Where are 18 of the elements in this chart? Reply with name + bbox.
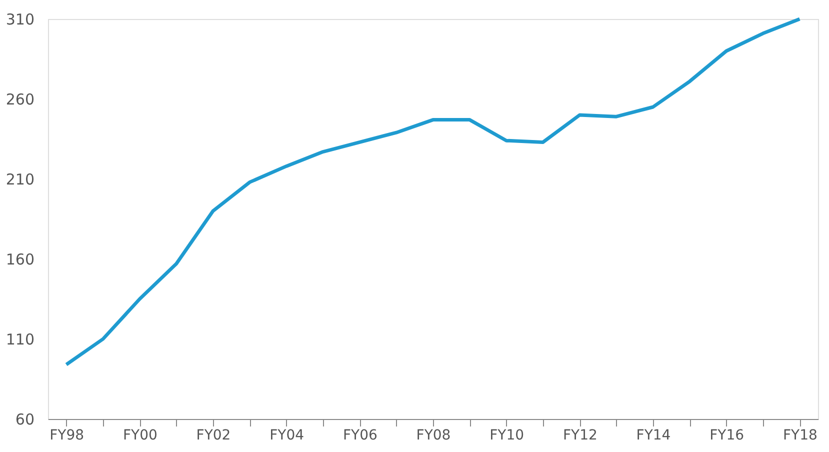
y-tick-label: 60 <box>15 410 34 428</box>
x-tick-label: FY04 <box>270 428 304 444</box>
y-tick-label: 160 <box>6 250 34 268</box>
x-tick-label: FY98 <box>50 428 84 444</box>
y-tick-label: 260 <box>6 90 34 108</box>
x-tick-label: FY10 <box>490 428 524 444</box>
line-series <box>64 17 802 366</box>
x-tick-label: FY00 <box>122 428 158 444</box>
x-tick-label: FY06 <box>342 428 378 444</box>
x-tick-label: FY08 <box>416 428 451 444</box>
x-tick-label: FY18 <box>782 428 818 444</box>
x-tick-label: FY12 <box>562 428 598 444</box>
y-tick-label: 110 <box>6 330 34 348</box>
x-tick-label: FY16 <box>710 428 744 444</box>
y-tick-label: 210 <box>6 170 34 188</box>
x-tick-label: FY02 <box>196 428 231 444</box>
x-tick-label: FY14 <box>636 428 671 444</box>
y-tick-label: 310 <box>6 10 34 28</box>
